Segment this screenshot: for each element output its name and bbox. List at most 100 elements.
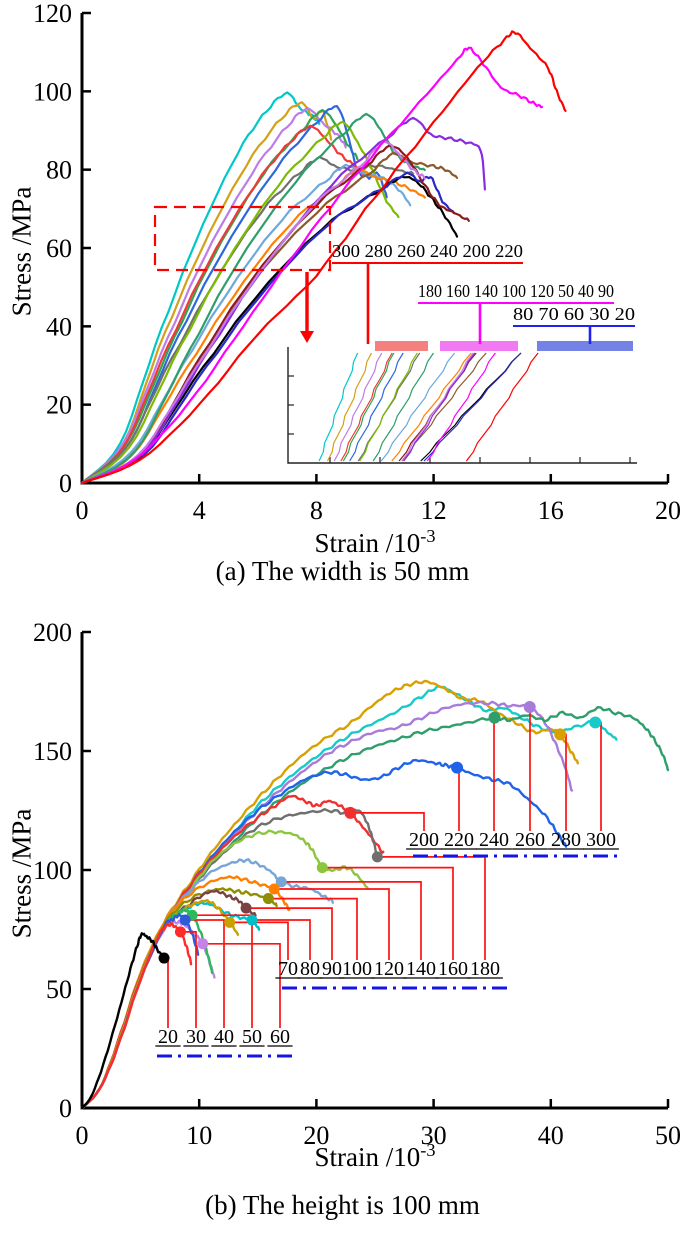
- inset-curve-260: [333, 352, 383, 462]
- width-label-60: 60: [270, 1026, 290, 1048]
- y-tick-label: 0: [59, 1094, 72, 1123]
- inset-curve-20: [465, 352, 539, 462]
- x-tick-label: 30: [421, 1121, 447, 1150]
- leader-180: [377, 856, 486, 960]
- width-label-240: 240: [479, 829, 509, 851]
- width-label-260: 260: [515, 829, 545, 851]
- inset-curve-140: [380, 352, 456, 462]
- peak-dot-20: [158, 952, 170, 964]
- leader-100: [268, 897, 358, 960]
- peak-dot-40: [179, 914, 191, 926]
- x-tick-label: 0: [76, 496, 89, 525]
- width-label-220: 220: [444, 829, 474, 851]
- width-label-120: 120: [374, 958, 404, 980]
- peak-dot-280: [554, 728, 567, 741]
- curve-b-260: [80, 700, 574, 1110]
- leader-280: [560, 733, 567, 831]
- inset-curve-50: [403, 352, 476, 462]
- width-label-80: 80: [300, 958, 320, 980]
- inset-curve-30: [426, 352, 496, 462]
- width-label-300: 300: [586, 829, 616, 851]
- curve-b-30: [80, 921, 193, 1110]
- inset-curve-70: [423, 352, 522, 462]
- x-tick-label: 8: [310, 496, 323, 525]
- leader-300: [595, 721, 602, 831]
- width-label-90: 90: [322, 958, 342, 980]
- group-highlight-block-2: [537, 341, 633, 351]
- curve-a-260: [80, 106, 347, 485]
- y-tick-label: 20: [46, 391, 72, 420]
- inset-curve-100: [372, 352, 434, 462]
- leader-200: [350, 812, 425, 831]
- curve-b-80: [80, 901, 261, 1110]
- peak-dot-70: [224, 916, 236, 928]
- chart-a-xlabel: Strain /10-3: [314, 526, 436, 558]
- x-tick-label: 16: [538, 496, 564, 525]
- peak-dot-60: [197, 938, 209, 950]
- width-label-70: 70: [278, 958, 298, 980]
- peak-dot-220: [451, 761, 464, 774]
- width-label-160: 160: [438, 958, 468, 980]
- inset-curve-80: [420, 352, 522, 462]
- leader-140: [281, 881, 422, 960]
- y-tick-label: 200: [33, 618, 72, 647]
- width-label-180: 180: [470, 958, 500, 980]
- width-label-280: 280: [551, 829, 581, 851]
- group-label-0: 300 280 260 240 200 220: [332, 241, 523, 261]
- x-tick-label: 10: [186, 1121, 212, 1150]
- x-tick-label: 12: [421, 496, 447, 525]
- width-label-100: 100: [342, 958, 372, 980]
- inset-curve-220: [349, 352, 404, 462]
- leader-90: [246, 907, 333, 960]
- peak-dot-240: [488, 711, 501, 724]
- curve-b-140: [80, 858, 334, 1110]
- inset-axes: [287, 347, 637, 464]
- curve-a-100: [80, 112, 426, 485]
- chart-b-caption: (b) The height is 100 mm: [205, 1190, 480, 1220]
- width-label-140: 140: [406, 958, 436, 980]
- curve-a-30: [80, 46, 544, 485]
- width-label-40: 40: [214, 1026, 234, 1048]
- curve-a-80: [80, 175, 459, 485]
- x-tick-label: 40: [538, 1121, 564, 1150]
- group-label-2: 80 70 60 30 20: [513, 304, 635, 324]
- x-tick-label: 0: [76, 1121, 89, 1150]
- x-tick-label: 50: [655, 1121, 681, 1150]
- y-tick-label: 100: [33, 856, 72, 885]
- y-tick-label: 80: [46, 156, 72, 185]
- curve-b-50: [80, 908, 214, 1110]
- x-tick-label: 4: [193, 496, 206, 525]
- y-tick-label: 120: [33, 0, 72, 28]
- peak-dot-180: [371, 851, 383, 863]
- curve-b-20: [80, 932, 166, 1110]
- curve-a-240: [80, 108, 359, 485]
- zoom-region-rect: [153, 205, 332, 272]
- y-tick-label: 50: [46, 975, 72, 1004]
- chart-b-canvas: 0 10 20 30 40 5005010015020030028026024022020…: [33, 618, 681, 1150]
- inset-curve-280: [326, 352, 373, 462]
- chart-a-caption: (a) The width is 50 mm: [215, 556, 470, 586]
- y-tick-label: 40: [46, 312, 72, 341]
- x-tick-label: 20: [303, 1121, 329, 1150]
- peak-dot-260: [523, 700, 536, 713]
- curve-a-280: [80, 101, 333, 485]
- chart-a-canvas: 0 4 8 12 16 20 0 20 40 60 80 100 120 300 280 260 240 …: [33, 0, 681, 525]
- peak-dot-30: [174, 926, 186, 938]
- curve-a-220: [80, 105, 388, 485]
- peak-dot-120: [268, 883, 280, 895]
- inset-curve-240: [342, 352, 395, 462]
- curve-a-160: [80, 120, 400, 485]
- y-tick-label: 100: [33, 77, 72, 106]
- inset-curve-40: [401, 352, 474, 462]
- peak-dot-160: [316, 862, 328, 874]
- curve-a-20: [80, 30, 567, 485]
- leader-40: [185, 919, 225, 1028]
- group-label-1: 180 160 140 100 120 50 40 90: [418, 281, 614, 301]
- x-tick-label: 20: [655, 496, 681, 525]
- width-label-20: 20: [158, 1026, 178, 1048]
- width-label-200: 200: [409, 829, 439, 851]
- leader-30: [180, 931, 197, 1028]
- peak-dot-200: [344, 806, 357, 819]
- inset-curve-160: [359, 352, 418, 462]
